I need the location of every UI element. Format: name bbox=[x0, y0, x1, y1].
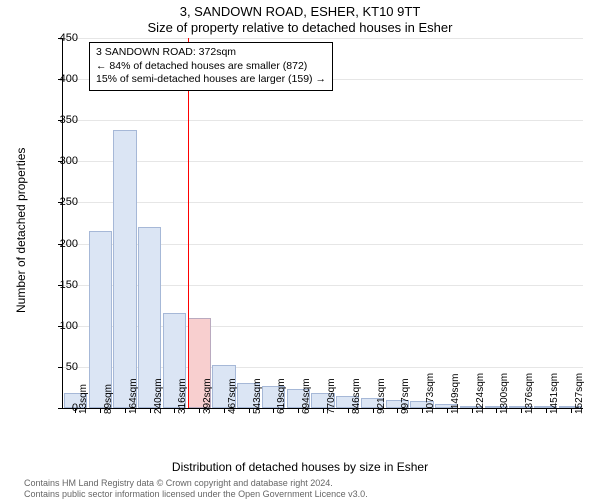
ytick-label: 100 bbox=[46, 320, 78, 332]
xtick-mark bbox=[273, 408, 274, 413]
chart-title-1: 3, SANDOWN ROAD, ESHER, KT10 9TT bbox=[0, 4, 600, 19]
footer-line-1: Contains HM Land Registry data © Crown c… bbox=[24, 478, 333, 488]
xtick-label: 1149sqm bbox=[450, 374, 461, 414]
xtick-mark bbox=[397, 408, 398, 413]
xtick-mark bbox=[249, 408, 250, 413]
xtick-label: 1376sqm bbox=[524, 373, 535, 414]
xtick-mark bbox=[422, 408, 423, 413]
chart-title-2: Size of property relative to detached ho… bbox=[0, 20, 600, 35]
annotation-box: 3 SANDOWN ROAD: 372sqm← 84% of detached … bbox=[89, 42, 333, 91]
xtick-mark bbox=[348, 408, 349, 413]
xtick-label: 543sqm bbox=[252, 378, 263, 414]
xtick-mark bbox=[150, 408, 151, 413]
xtick-label: 921sqm bbox=[376, 378, 387, 414]
xtick-label: 1527sqm bbox=[574, 373, 585, 414]
xtick-label: 1224sqm bbox=[475, 373, 486, 414]
xtick-mark bbox=[298, 408, 299, 413]
gridline bbox=[63, 120, 583, 121]
ytick-label: 0 bbox=[46, 402, 78, 414]
xtick-mark bbox=[323, 408, 324, 413]
ytick-label: 450 bbox=[46, 32, 78, 44]
xtick-label: 997sqm bbox=[400, 378, 411, 414]
ytick-label: 250 bbox=[46, 196, 78, 208]
ytick-label: 150 bbox=[46, 279, 78, 291]
ytick-label: 200 bbox=[46, 238, 78, 250]
xtick-mark bbox=[447, 408, 448, 413]
xtick-mark bbox=[521, 408, 522, 413]
histogram-bar bbox=[89, 231, 112, 408]
xtick-mark bbox=[496, 408, 497, 413]
reference-line bbox=[188, 38, 189, 408]
plot-area: 3 SANDOWN ROAD: 372sqm← 84% of detached … bbox=[62, 38, 583, 409]
xtick-mark bbox=[199, 408, 200, 413]
xtick-mark bbox=[224, 408, 225, 413]
xtick-mark bbox=[174, 408, 175, 413]
y-axis-label: Number of detached properties bbox=[14, 148, 28, 313]
ytick-label: 350 bbox=[46, 114, 78, 126]
xtick-mark bbox=[472, 408, 473, 413]
ytick-label: 50 bbox=[46, 361, 78, 373]
xtick-label: 1300sqm bbox=[499, 373, 510, 414]
xtick-label: 694sqm bbox=[301, 378, 312, 414]
xtick-label: 392sqm bbox=[202, 378, 213, 414]
xtick-label: 846sqm bbox=[351, 378, 362, 414]
chart-container: 3, SANDOWN ROAD, ESHER, KT10 9TT Size of… bbox=[0, 0, 600, 500]
x-axis-label: Distribution of detached houses by size … bbox=[0, 460, 600, 474]
gridline bbox=[63, 38, 583, 39]
gridline bbox=[63, 202, 583, 203]
xtick-label: 240sqm bbox=[153, 378, 164, 414]
xtick-mark bbox=[373, 408, 374, 413]
xtick-label: 770sqm bbox=[326, 378, 337, 414]
xtick-label: 164sqm bbox=[128, 378, 139, 414]
xtick-label: 1451sqm bbox=[549, 373, 560, 414]
xtick-mark bbox=[100, 408, 101, 413]
ytick-label: 400 bbox=[46, 73, 78, 85]
xtick-label: 1073sqm bbox=[425, 373, 436, 414]
xtick-label: 13sqm bbox=[78, 384, 89, 414]
xtick-label: 89sqm bbox=[103, 384, 114, 414]
xtick-label: 619sqm bbox=[276, 378, 287, 414]
histogram-bar bbox=[113, 130, 136, 408]
xtick-mark bbox=[571, 408, 572, 413]
xtick-label: 467sqm bbox=[227, 378, 238, 414]
footer-line-2: Contains public sector information licen… bbox=[24, 489, 368, 499]
ytick-label: 300 bbox=[46, 155, 78, 167]
xtick-mark bbox=[546, 408, 547, 413]
xtick-mark bbox=[125, 408, 126, 413]
gridline bbox=[63, 161, 583, 162]
